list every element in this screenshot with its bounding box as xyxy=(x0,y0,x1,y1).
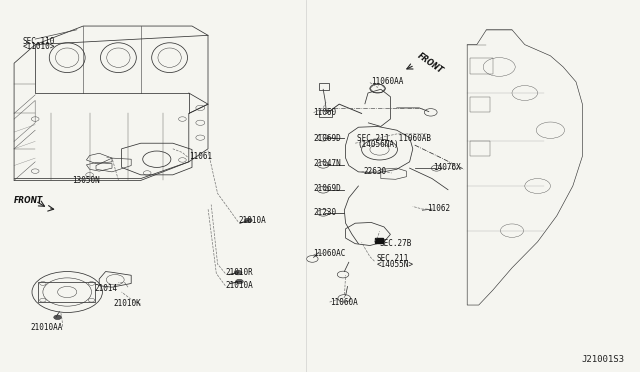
Circle shape xyxy=(54,315,61,320)
Text: 21014: 21014 xyxy=(95,284,118,293)
Text: 11060AC: 11060AC xyxy=(314,249,346,258)
Text: 21069D: 21069D xyxy=(314,134,341,143)
Text: 21010R: 21010R xyxy=(225,268,253,277)
Text: 21010A: 21010A xyxy=(238,216,266,225)
Bar xyxy=(470,97,490,112)
Text: 21010K: 21010K xyxy=(114,299,141,308)
Text: 21010A: 21010A xyxy=(225,281,253,290)
Circle shape xyxy=(244,218,252,222)
Bar xyxy=(375,238,383,243)
Text: 21069D: 21069D xyxy=(314,185,341,193)
Text: SEC.27B: SEC.27B xyxy=(380,239,412,248)
Bar xyxy=(319,110,332,117)
Text: <14055N>: <14055N> xyxy=(376,260,413,269)
Bar xyxy=(470,58,493,74)
Text: 11060: 11060 xyxy=(314,108,337,117)
Text: SEC.110: SEC.110 xyxy=(22,37,55,46)
Text: SEC.211: SEC.211 xyxy=(376,254,409,263)
Text: 11060AA: 11060AA xyxy=(371,77,404,86)
Bar xyxy=(38,282,95,302)
Bar xyxy=(319,83,329,90)
Text: FRONT: FRONT xyxy=(14,196,44,205)
Text: 11062: 11062 xyxy=(428,204,451,213)
Text: 22630: 22630 xyxy=(364,167,387,176)
Text: FRONT: FRONT xyxy=(416,51,445,75)
Circle shape xyxy=(234,270,242,275)
Text: <11010>: <11010> xyxy=(22,42,55,51)
Text: 11060A: 11060A xyxy=(330,298,358,307)
Text: 13050N: 13050N xyxy=(72,176,100,185)
Text: 14076X: 14076X xyxy=(433,163,460,172)
Text: 21010AA: 21010AA xyxy=(31,323,63,332)
Text: (14056NA): (14056NA) xyxy=(357,140,399,149)
Text: 11061: 11061 xyxy=(189,153,212,161)
Text: SEC.211  11060AB: SEC.211 11060AB xyxy=(357,134,431,143)
Text: 21047N: 21047N xyxy=(314,159,341,168)
Text: 21230: 21230 xyxy=(314,208,337,217)
Text: J21001S3: J21001S3 xyxy=(581,355,624,364)
Circle shape xyxy=(236,279,243,284)
Bar xyxy=(470,141,490,156)
